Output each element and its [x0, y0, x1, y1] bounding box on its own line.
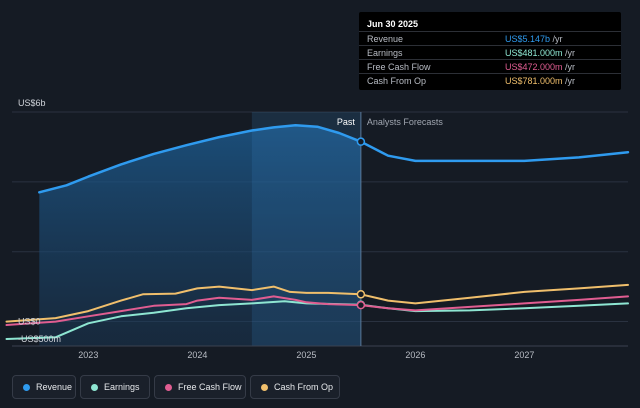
x-tick-label: 2026 [405, 350, 425, 360]
tooltip-unit: /yr [562, 62, 576, 72]
marker-cash-from-op [356, 290, 366, 299]
tooltip-value: US$472.000m [505, 62, 563, 72]
tooltip: Jun 30 2025 Revenue US$5.147b /yr Earnin… [359, 12, 621, 90]
tooltip-row-cash-from-op: Cash From Op US$781.000m /yr [359, 73, 621, 87]
y-tick-label: US$6b [18, 98, 46, 108]
legend-item-cash-from-op[interactable]: Cash From Op [250, 375, 340, 399]
series-line-earnings [5, 300, 629, 340]
legend-item-free-cash-flow[interactable]: Free Cash Flow [154, 375, 246, 399]
past-label: Past [337, 117, 356, 127]
tooltip-value: US$5.147b [505, 34, 551, 44]
chart-labels: US$6b US$0 -US$500m 2023 2024 2025 2026 2027 Pas… [18, 98, 534, 360]
legend-item-revenue[interactable]: Revenue [12, 375, 76, 399]
tooltip-row-earnings: Earnings US$481.000m /yr [359, 45, 621, 59]
x-tick-label: 2023 [78, 350, 98, 360]
x-tick-label: 2024 [187, 350, 207, 360]
revenue-past-area [39, 125, 361, 346]
tooltip-unit: /yr [550, 34, 563, 44]
legend-item-earnings[interactable]: Earnings [80, 375, 150, 399]
tooltip-value: US$481.000m [505, 48, 563, 58]
tooltip-label: Revenue [367, 34, 404, 44]
past-area-fill [39, 112, 361, 346]
earnings-dot-icon [91, 383, 98, 391]
tooltip-unit: /yr [562, 76, 576, 86]
revenue-dot-icon [23, 383, 30, 391]
free-cash-flow-dot-icon [165, 383, 172, 391]
x-tick-label: 2027 [514, 350, 534, 360]
series-line-revenue [38, 124, 630, 194]
series-lines [5, 124, 630, 340]
markers [356, 137, 366, 310]
y-tick-label: US$0 [18, 317, 41, 327]
cash-from-op-dot-icon [261, 383, 268, 391]
legend-label: Free Cash Flow [178, 382, 242, 392]
y-tick-label: -US$500m [18, 334, 61, 344]
forecast-label: Analysts Forecasts [367, 117, 444, 127]
series-line-free-cash-flow [5, 295, 629, 326]
legend-label: Earnings [104, 382, 140, 392]
marker-revenue [356, 137, 366, 146]
tooltip-date: Jun 30 2025 [367, 19, 419, 29]
x-tick-label: 2025 [296, 350, 316, 360]
tooltip-row-free-cash-flow: Free Cash Flow US$472.000m /yr [359, 59, 621, 73]
series-line-cash-from-op [5, 283, 629, 323]
tooltip-label: Earnings [367, 48, 403, 58]
tooltip-label: Free Cash Flow [367, 62, 431, 72]
tooltip-row-revenue: Revenue US$5.147b /yr [359, 31, 621, 45]
tooltip-label: Cash From Op [367, 76, 427, 86]
legend-label: Revenue [36, 382, 73, 392]
tooltip-unit: /yr [562, 48, 576, 58]
highlight-band [251, 112, 361, 346]
marker-free-cash-flow [356, 300, 366, 310]
tooltip-value: US$781.000m [505, 76, 563, 86]
legend-label: Cash From Op [274, 382, 334, 392]
